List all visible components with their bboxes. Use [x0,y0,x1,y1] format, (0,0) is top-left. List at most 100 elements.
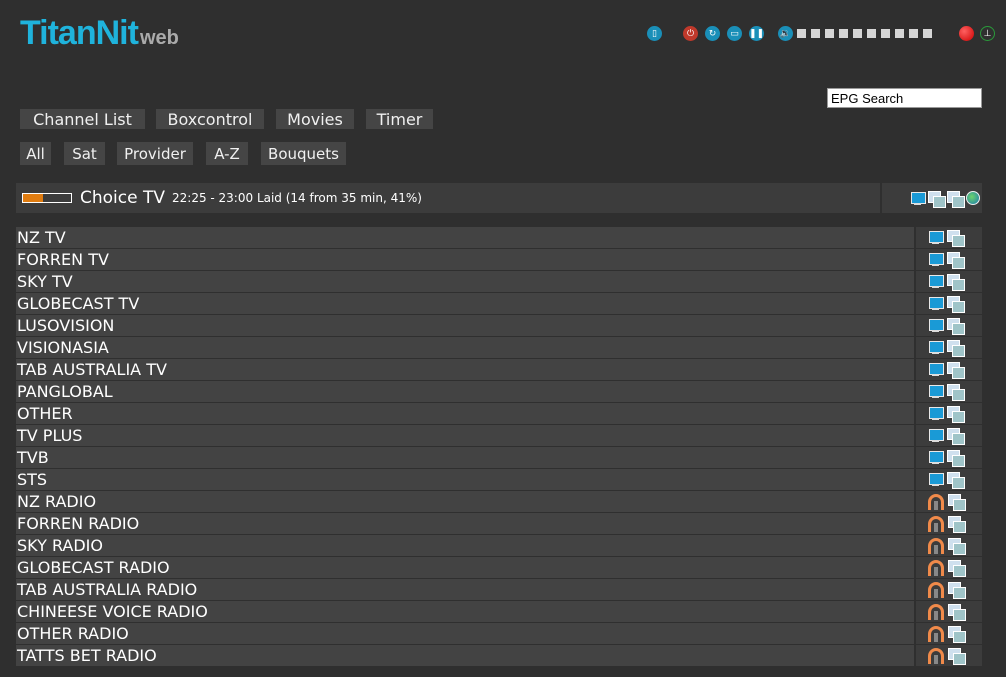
channel-name[interactable]: TV PLUS [17,426,83,445]
channel-row[interactable]: TVB [16,447,982,469]
channel-name[interactable]: NZ TV [17,228,66,247]
epg-icon[interactable] [947,252,965,269]
volume-step[interactable] [853,29,862,38]
tv-icon[interactable] [928,319,944,332]
screen-icon[interactable]: ▭ [727,26,742,41]
channel-name[interactable]: FORREN TV [17,250,109,269]
channel-row[interactable]: VISIONASIA [16,337,982,359]
channel-row[interactable]: PANGLOBAL [16,381,982,403]
nav-boxcontrol[interactable]: Boxcontrol [156,109,264,129]
remote-icon[interactable]: ▯ [647,26,662,41]
channel-row[interactable]: NZ RADIO [16,491,982,513]
nav-timer[interactable]: Timer [366,109,433,129]
epg-icon[interactable] [948,648,966,665]
channel-row[interactable]: CHINEESE VOICE RADIO [16,601,982,623]
radio-icon[interactable] [928,625,944,642]
channel-row[interactable]: OTHER RADIO [16,623,982,645]
volume-step[interactable] [811,29,820,38]
epg-icon[interactable] [947,230,965,247]
epg-icon[interactable] [947,340,965,357]
channel-name[interactable]: LUSOVISION [17,316,115,335]
epg-icon[interactable] [947,274,965,291]
channel-name[interactable]: SKY TV [17,272,73,291]
restart-icon[interactable]: ↻ [705,26,720,41]
epg-icon[interactable] [928,190,946,208]
epg-icon[interactable] [948,582,966,599]
channel-name[interactable]: OTHER RADIO [17,624,129,643]
channel-row[interactable]: TAB AUSTRALIA TV [16,359,982,381]
pause-icon[interactable]: ❚❚ [749,26,764,41]
channel-name[interactable]: SKY RADIO [17,536,103,555]
channel-row[interactable]: OTHER [16,403,982,425]
tv-icon[interactable] [928,253,944,266]
filter-bouquets[interactable]: Bouquets [261,142,346,165]
epg-icon[interactable] [948,516,966,533]
channel-name[interactable]: FORREN RADIO [17,514,140,533]
signal-icon[interactable]: ⊥ [980,26,995,41]
volume-step[interactable] [923,29,932,38]
epg-icon[interactable] [947,318,965,335]
epg-icon[interactable] [948,538,966,555]
channel-name[interactable]: TVB [17,448,49,467]
epg-icon[interactable] [948,604,966,621]
power-icon[interactable]: ⏻ [683,26,698,41]
tv-icon[interactable] [928,473,944,486]
epg-icon[interactable] [948,626,966,643]
channel-row[interactable]: NZ TV [16,227,982,249]
radio-icon[interactable] [928,537,944,554]
globe-icon[interactable] [966,191,980,205]
radio-icon[interactable] [928,647,944,664]
radio-icon[interactable] [928,559,944,576]
volume-icon[interactable]: 🔉 [778,26,793,41]
filter-sat[interactable]: Sat [64,142,105,165]
epg-icon[interactable] [947,450,965,467]
tv-icon[interactable] [928,429,944,442]
epg-icon[interactable] [947,472,965,489]
volume-step[interactable] [881,29,890,38]
channel-row[interactable]: GLOBECAST TV [16,293,982,315]
epg-icon[interactable] [947,384,965,401]
filter-all[interactable]: All [20,142,51,165]
tv-icon[interactable] [928,341,944,354]
channel-name[interactable]: OTHER [17,404,73,423]
channel-name[interactable]: CHINEESE VOICE RADIO [17,602,208,621]
tv-icon[interactable] [910,191,926,205]
channel-name[interactable]: NZ RADIO [17,492,97,511]
epg-icon[interactable] [948,494,966,511]
radio-icon[interactable] [928,515,944,532]
tv-icon[interactable] [928,363,944,376]
channel-row[interactable]: LUSOVISION [16,315,982,337]
channel-row[interactable]: SKY TV [16,271,982,293]
tv-icon[interactable] [928,231,944,244]
nav-movies[interactable]: Movies [276,109,354,129]
radio-icon[interactable] [928,603,944,620]
volume-step[interactable] [867,29,876,38]
filter-a-z[interactable]: A-Z [206,142,248,165]
channel-row[interactable]: FORREN TV [16,249,982,271]
channel-name[interactable]: TAB AUSTRALIA TV [17,360,167,379]
tv-icon[interactable] [928,385,944,398]
channel-row[interactable]: STS [16,469,982,491]
channel-name[interactable]: TATTS BET RADIO [17,646,157,665]
filter-provider[interactable]: Provider [117,142,193,165]
epg-icon[interactable] [947,296,965,313]
volume-step[interactable] [797,29,806,38]
volume-step[interactable] [909,29,918,38]
channel-row[interactable]: TV PLUS [16,425,982,447]
volume-step[interactable] [839,29,848,38]
tv-icon[interactable] [928,451,944,464]
tv-icon[interactable] [928,275,944,288]
tv-icon[interactable] [928,407,944,420]
epg-icon[interactable] [948,560,966,577]
channel-name[interactable]: GLOBECAST RADIO [17,558,170,577]
volume-step[interactable] [825,29,834,38]
channel-name[interactable]: STS [17,470,48,489]
nav-channel-list[interactable]: Channel List [20,109,145,129]
epg-icon[interactable] [947,428,965,445]
tv-icon[interactable] [928,297,944,310]
radio-icon[interactable] [928,493,944,510]
epg-search-input[interactable] [827,88,982,108]
channel-name[interactable]: GLOBECAST TV [17,294,140,313]
epg-globe-icon[interactable] [947,190,965,208]
channel-name[interactable]: VISIONASIA [17,338,109,357]
